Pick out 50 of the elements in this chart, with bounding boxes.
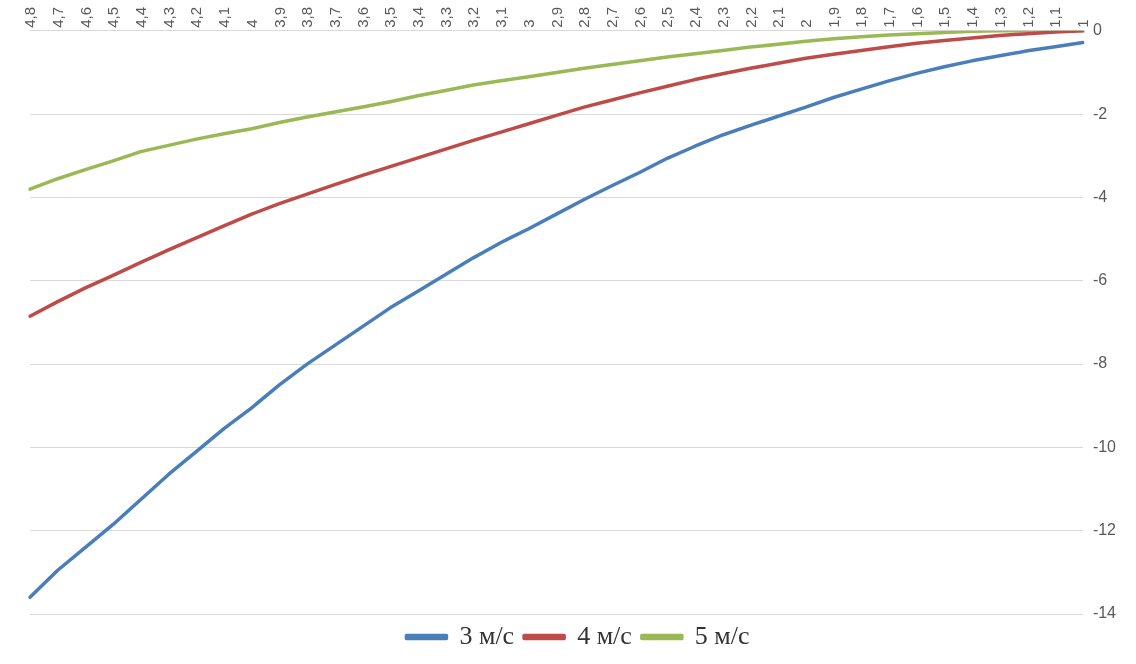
legend-label: 3 м/с bbox=[459, 620, 515, 650]
x-tick-label: 2,2 bbox=[741, 6, 759, 28]
x-tick-label: 1,5 bbox=[935, 6, 953, 28]
x-tick-label: 1,8 bbox=[852, 6, 870, 28]
y-tick-label: 0 bbox=[1092, 21, 1102, 39]
legend-label: 5 м/с bbox=[694, 620, 750, 650]
x-tick-label: 1,2 bbox=[1018, 6, 1036, 28]
x-tick-label: 2 bbox=[796, 19, 814, 28]
x-tick-label: 3,2 bbox=[464, 6, 482, 28]
x-tick-label: 2,8 bbox=[575, 6, 593, 28]
x-tick-label: 4,3 bbox=[159, 6, 177, 28]
x-tick-label: 3,1 bbox=[492, 6, 510, 28]
x-tick-label: 4,6 bbox=[76, 6, 94, 28]
y-tick-label: -4 bbox=[1092, 187, 1108, 205]
x-tick-label: 4,2 bbox=[187, 6, 205, 28]
y-tick-label: -10 bbox=[1092, 437, 1117, 455]
x-tick-label: 3,4 bbox=[409, 6, 427, 28]
legend-label: 4 м/с bbox=[577, 620, 632, 650]
x-tick-label: 2,4 bbox=[686, 6, 704, 28]
x-tick-label: 1,9 bbox=[824, 6, 842, 28]
x-tick-label: 3,5 bbox=[381, 6, 399, 28]
y-tick-label: -2 bbox=[1092, 104, 1108, 122]
x-tick-label: 1,7 bbox=[880, 6, 898, 28]
x-tick-label: 1,1 bbox=[1046, 6, 1064, 28]
y-tick-label: -6 bbox=[1092, 271, 1108, 289]
x-tick-label: 4,7 bbox=[48, 6, 66, 28]
x-tick-label: 4,4 bbox=[131, 6, 149, 28]
x-tick-label: 2,6 bbox=[630, 6, 648, 28]
x-tick-label: 2,3 bbox=[713, 6, 731, 28]
x-tick-label: 3 bbox=[519, 19, 537, 28]
x-tick-label: 1,4 bbox=[963, 6, 981, 28]
x-tick-label: 3,6 bbox=[353, 6, 371, 28]
x-tick-label: 2,1 bbox=[769, 6, 787, 28]
y-tick-label: -8 bbox=[1092, 354, 1108, 372]
x-tick-label: 3,7 bbox=[325, 6, 343, 28]
x-tick-label: 3,8 bbox=[298, 6, 316, 28]
x-tick-label: 1,3 bbox=[990, 6, 1008, 28]
x-tick-label: 4,5 bbox=[104, 6, 122, 28]
x-tick-label: 3,9 bbox=[270, 6, 288, 28]
x-tick-label: 3,3 bbox=[436, 6, 454, 28]
x-tick-label: 4,8 bbox=[21, 6, 39, 28]
y-tick-label: -12 bbox=[1092, 521, 1117, 539]
x-tick-label: 2,7 bbox=[602, 6, 620, 28]
x-tick-label: 2,9 bbox=[547, 6, 565, 28]
x-tick-label: 1,6 bbox=[907, 6, 925, 28]
x-tick-label: 2,5 bbox=[658, 6, 676, 28]
x-tick-label: 1 bbox=[1074, 19, 1092, 28]
y-tick-label: -14 bbox=[1092, 604, 1117, 622]
x-tick-label: 4,1 bbox=[215, 6, 233, 28]
x-tick-label: 4 bbox=[242, 19, 260, 28]
